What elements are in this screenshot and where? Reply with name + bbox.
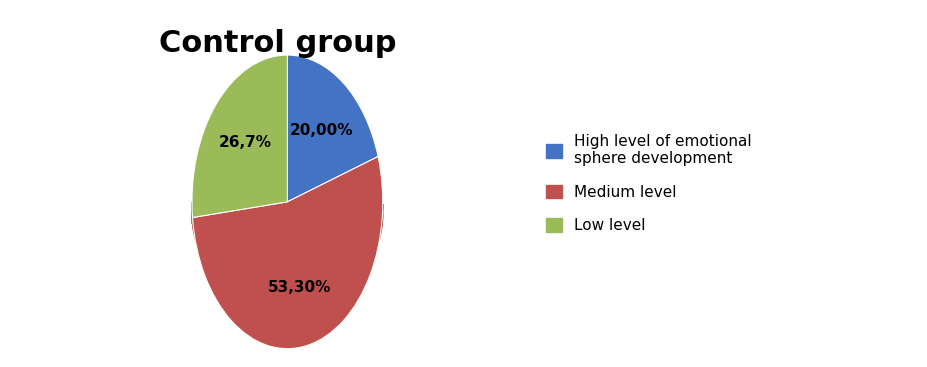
Polygon shape [193, 204, 383, 309]
Polygon shape [193, 202, 287, 224]
Wedge shape [287, 55, 378, 202]
Text: 20,00%: 20,00% [289, 123, 353, 138]
Text: 26,7%: 26,7% [218, 135, 272, 150]
Text: 53,30%: 53,30% [268, 280, 331, 295]
Wedge shape [193, 156, 383, 349]
Text: Control group: Control group [159, 29, 397, 58]
Polygon shape [193, 202, 287, 224]
Legend: High level of emotional
sphere development, Medium level, Low level: High level of emotional sphere developme… [546, 134, 752, 233]
Wedge shape [192, 55, 287, 218]
